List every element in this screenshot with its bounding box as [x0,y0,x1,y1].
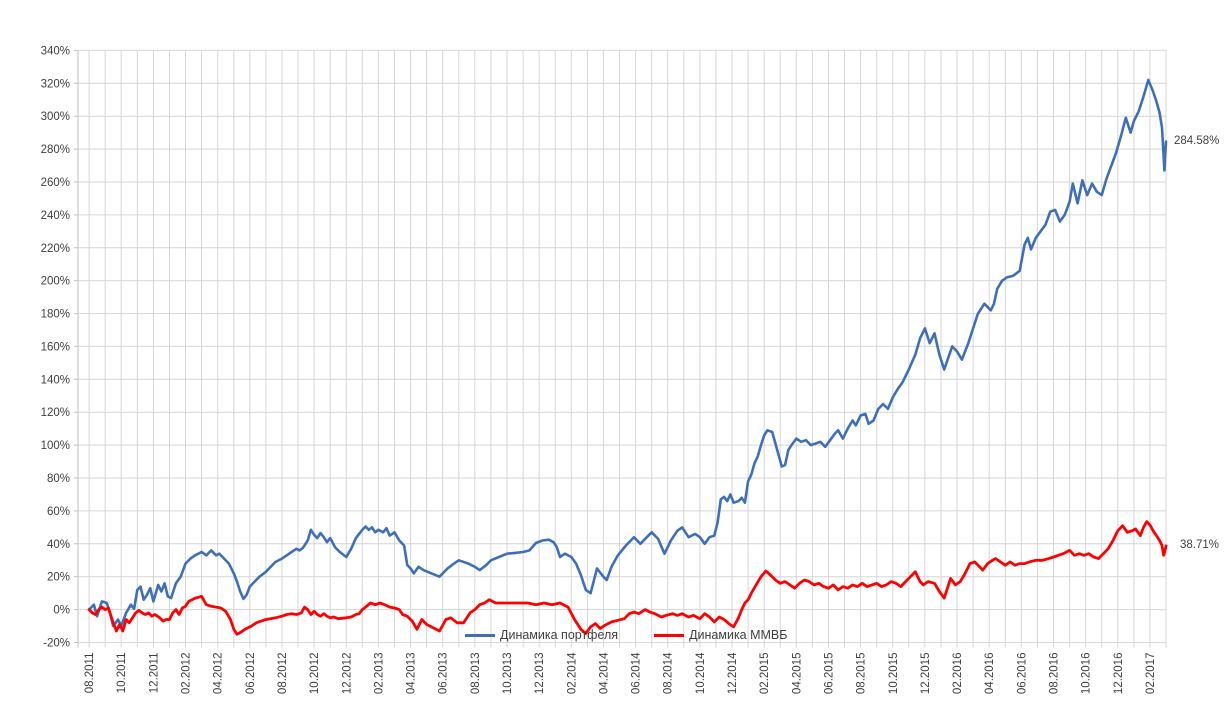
y-tick-label: 0% [53,605,70,617]
x-tick-label: 06.2012 [245,653,257,695]
x-tick-label: 06.2016 [1016,653,1028,695]
x-tick-label: 10.2015 [888,653,900,695]
x-tick-label: 10.2011 [116,653,128,694]
legend-item-micex[interactable]: Динамика ММВБ [654,628,787,642]
micex-line-swatch [654,633,685,637]
micex-series-line[interactable] [87,520,1168,636]
x-tick-label: 02.2015 [759,653,771,695]
axis-ticks [74,49,1167,648]
y-tick-label: 160% [41,341,70,353]
x-tick-label: 08.2015 [856,653,868,695]
y-tick-label: 200% [41,276,70,288]
y-tick-label: -20% [43,638,70,650]
x-tick-label: 02.2012 [181,653,193,695]
y-tick-label: 140% [41,374,70,386]
x-axis-tick-labels: 08.2011 10.2011 12.2011 02.2012 04.2012 06.20… [84,652,1157,694]
x-tick-label: 12.2011 [148,653,160,694]
x-tick-label: 08.2012 [277,653,289,695]
chart-legend: Динамика портфеля Динамика ММВБ [465,628,787,642]
x-tick-label: 12.2014 [727,652,739,694]
x-tick-label: 06.2015 [823,653,835,695]
y-tick-label: 260% [41,177,70,189]
vertical-gridlines [77,50,1167,648]
y-axis-tick-labels: 340% 320% 300% 280% 260% 240% 220% 200% 180% 160%… [41,45,70,649]
x-tick-label: 10.2016 [1081,653,1093,695]
x-tick-label: 12.2013 [534,653,546,695]
x-tick-label: 12.2015 [920,653,932,695]
x-tick-label: 10.2014 [695,652,707,694]
legend-item-portfolio[interactable]: Динамика портфеля [465,628,618,642]
series-lines [87,78,1168,636]
x-tick-label: 10.2013 [502,653,514,695]
legend-label-micex: Динамика ММВБ [689,628,788,642]
legend-label-portfolio: Динамика портфеля [500,628,619,642]
x-tick-label: 04.2016 [984,653,996,695]
y-tick-label: 80% [47,473,70,485]
x-tick-label: 08.2014 [663,652,675,694]
x-tick-label: 10.2012 [309,653,321,695]
y-tick-label: 240% [41,210,70,222]
y-tick-label: 60% [47,506,70,518]
y-tick-label: 100% [41,440,70,452]
x-tick-label: 04.2014 [598,652,610,694]
y-tick-label: 20% [47,572,70,584]
y-tick-label: 40% [47,539,70,551]
y-tick-label: 280% [41,144,70,156]
portfolio-line-swatch [465,633,495,637]
x-tick-label: 12.2012 [341,653,353,695]
x-tick-label: 08.2016 [1048,653,1060,695]
x-tick-label: 02.2016 [952,653,964,695]
x-tick-label: 06.2013 [438,653,450,695]
y-tick-label: 340% [41,45,70,57]
micex-end-value-label: 38.71% [1180,538,1220,551]
y-tick-label: 120% [41,407,70,419]
x-tick-label: 06.2014 [631,652,643,694]
y-tick-label: 180% [41,309,70,321]
portfolio-series-line[interactable] [87,78,1168,628]
x-tick-label: 02.2013 [373,653,385,695]
y-tick-label: 320% [41,78,70,90]
x-tick-label: 02.2014 [566,652,578,694]
y-tick-label: 220% [41,243,70,255]
x-tick-label: 12.2016 [1113,653,1125,695]
x-tick-label: 04.2013 [406,653,418,695]
horizontal-gridlines [78,49,1166,643]
x-tick-label: 02.2017 [1145,653,1157,695]
x-tick-label: 04.2015 [791,653,803,695]
x-tick-label: 04.2012 [213,653,225,695]
x-tick-label: 08.2013 [470,653,482,695]
portfolio-end-value-label: 284.58% [1174,134,1220,147]
y-tick-label: 300% [41,111,70,123]
x-tick-label: 08.2011 [84,653,96,694]
